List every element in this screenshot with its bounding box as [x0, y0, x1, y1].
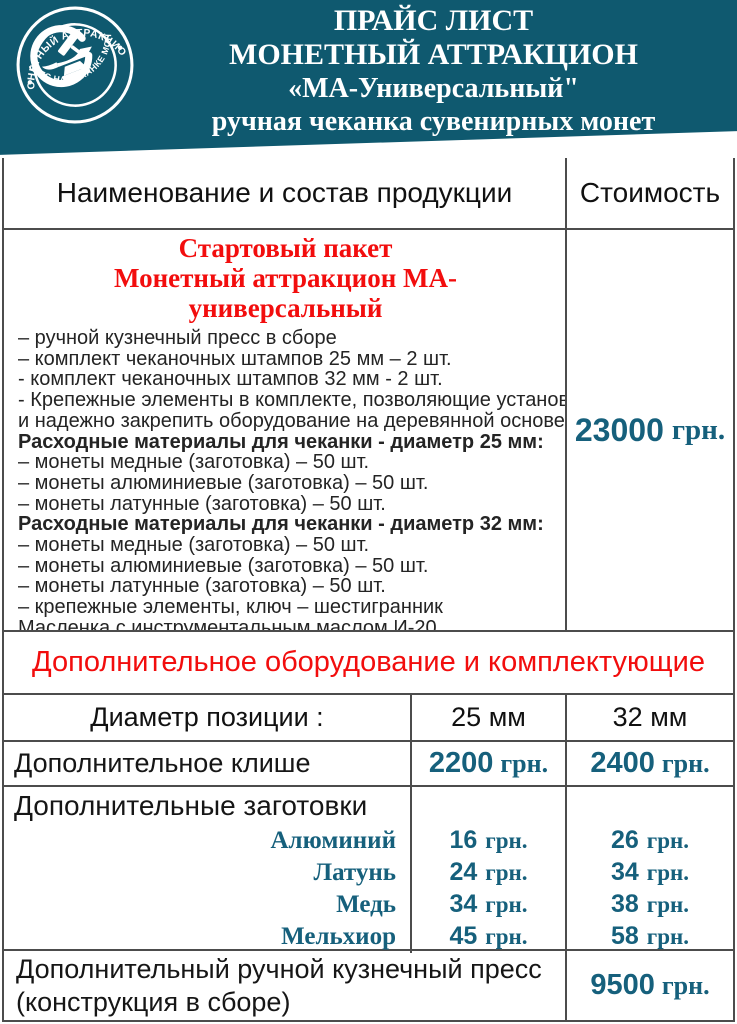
blanks-names-column: Дополнительные заготовки Алюминий Латунь… — [4, 787, 410, 953]
metal-brass: Латунь — [313, 859, 396, 886]
package-item: – монеты медные (заготовка) – 50 шт. — [18, 451, 370, 474]
package-item: Масленка с инструментальным маслом И-20 — [18, 616, 437, 630]
package-title-line1: Стартовый пакет — [178, 233, 393, 263]
starter-package-price: 23000 грн. — [565, 230, 733, 630]
press-label: Дополнительный ручной кузнечный пресс (к… — [4, 951, 565, 1020]
blanks-prices-32mm: 26 грн. 34 грн. 38 грн. 58 грн. — [565, 787, 733, 953]
metal-copper: Медь — [336, 891, 396, 918]
diameter-header-row: Диаметр позиции : 25 мм 32 мм — [4, 695, 733, 742]
header-background — [0, 0, 737, 155]
package-item: – монеты латунные (заготовка) – 50 шт. — [18, 575, 386, 598]
blank-price: 26 грн. — [610, 826, 690, 854]
blanks-prices-25mm: 16 грн. 24 грн. 34 грн. 45 грн. — [410, 787, 565, 953]
price-value: 2200 — [428, 747, 494, 779]
package-item: и надежно закрепить оборудование на дере… — [18, 409, 565, 432]
header: МОНЕТНЫЙ АТТРАКЦИОН БИЗНЕС НА ЧЕКАНКЕ МО… — [0, 0, 737, 158]
package-item: – монеты алюминиевые (заготовка) – 50 шт… — [18, 471, 429, 494]
blank-price: 34 грн. — [449, 890, 528, 918]
price-currency: грн. — [500, 748, 549, 778]
column-32mm: 32 мм — [565, 695, 733, 740]
column-25mm: 25 мм — [410, 695, 565, 740]
package-item: – монеты алюминиевые (заготовка) – 50 шт… — [18, 554, 429, 577]
package-item: – монеты медные (заготовка) – 50 шт. — [18, 534, 370, 557]
blank-price: 45 грн. — [449, 922, 528, 950]
main-price-table: Наименование и состав продукции Стоимост… — [2, 158, 735, 632]
metal-cupronickel: Мельхиор — [281, 923, 396, 950]
blank-price: 38 грн. — [610, 890, 690, 918]
press-price: 9500 грн. — [565, 951, 733, 1020]
blank-price: 24 грн. — [449, 858, 528, 886]
package-item: – монеты латунные (заготовка) – 50 шт. — [18, 492, 386, 515]
blanks-label: Дополнительные заготовки — [14, 790, 368, 821]
cliche-price-25mm: 2200 грн. — [410, 742, 565, 785]
column-header-price: Стоимость — [565, 158, 733, 228]
package-item-heading: Расходные материалы для чеканки - диамет… — [18, 430, 544, 453]
package-item: – комплект чеканочных штампов 25 мм – 2 … — [18, 347, 452, 370]
blank-price: 58 грн. — [610, 922, 690, 950]
package-title: Стартовый пакет Монетный аттракцион МА-у… — [18, 233, 553, 323]
price-value: 23000 — [574, 411, 664, 448]
document-title-block: ПРАЙС ЛИСТ МОНЕТНЫЙ АТТРАКЦИОН «МА-Униве… — [138, 4, 729, 138]
press-label-line2: (конструкция в сборе) — [16, 986, 291, 1017]
price-value: 2400 — [590, 747, 655, 779]
blank-price: 34 грн. — [610, 858, 690, 886]
cliche-label: Дополнительное клише — [14, 748, 311, 778]
extras-section: Дополнительное оборудование и комплектую… — [2, 632, 735, 1022]
company-logo: МОНЕТНЫЙ АТТРАКЦИОН БИЗНЕС НА ЧЕКАНКЕ МО… — [0, 0, 136, 126]
starter-package-row: Стартовый пакет Монетный аттракцион МА-у… — [4, 230, 733, 632]
column-header-name: Наименование и состав продукции — [56, 177, 513, 208]
blank-price: 16 грн. — [449, 826, 528, 854]
package-item: – ручной кузнечный пресс в сборе — [18, 327, 337, 349]
anvil-hammer-icon: МОНЕТНЫЙ АТТРАКЦИОН БИЗНЕС НА ЧЕКАНКЕ МО… — [0, 0, 134, 124]
price-currency: грн. — [671, 413, 726, 446]
metal-aluminium: Алюминий — [270, 827, 396, 854]
title-subtitle: ручная чеканка сувенирных монет — [211, 106, 656, 137]
title-attraction: МОНЕТНЫЙ АТТРАКЦИОН — [229, 38, 638, 71]
price-currency: грн. — [661, 970, 710, 1000]
package-items-list: – ручной кузнечный пресс в сборе – компл… — [18, 327, 565, 630]
extras-heading: Дополнительное оборудование и комплектую… — [4, 632, 733, 695]
title-model: «МА-Универсальный" — [288, 73, 579, 104]
cliche-price-32mm: 2400 грн. — [565, 742, 733, 785]
package-item: – крепежные элементы, ключ – шестигранни… — [18, 596, 443, 619]
package-item-heading: Расходные материалы для чеканки - диамет… — [18, 513, 544, 536]
package-item: - комплект чеканочных штампов 32 мм - 2 … — [18, 368, 443, 391]
extra-press-row: Дополнительный ручной кузнечный пресс (к… — [4, 951, 733, 1022]
extra-blanks-row: Дополнительные заготовки Алюминий Латунь… — [4, 787, 733, 953]
package-item: - Крепежные элементы в комплекте, позвол… — [18, 389, 565, 412]
diameter-label: Диаметр позиции : — [90, 702, 324, 732]
price-currency: грн. — [661, 748, 710, 778]
title-price-list: ПРАЙС ЛИСТ — [333, 4, 534, 37]
main-table-header-row: Наименование и состав продукции Стоимост… — [4, 158, 733, 230]
price-value: 9500 — [590, 969, 655, 1001]
extra-cliche-row: Дополнительное клише 2200 грн. 2400 грн. — [4, 742, 733, 787]
package-title-line2: Монетный аттракцион МА-универсальный — [114, 263, 457, 323]
press-label-line1: Дополнительный ручной кузнечный пресс — [16, 953, 542, 984]
starter-package-description: Стартовый пакет Монетный аттракцион МА-у… — [4, 230, 565, 630]
